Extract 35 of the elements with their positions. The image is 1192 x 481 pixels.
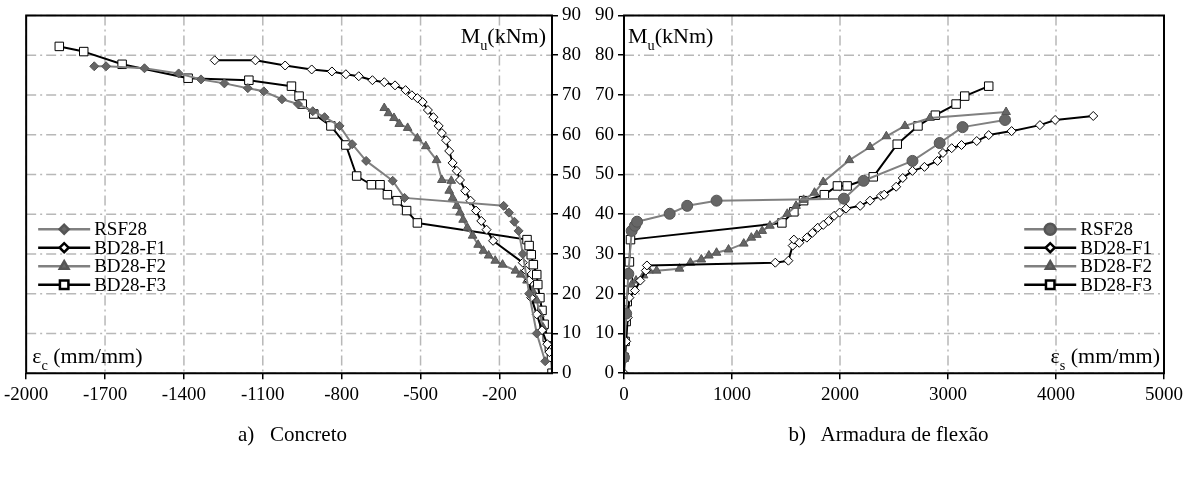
x-tick-label: -1100: [240, 382, 285, 404]
x-tick-label: 1000: [713, 382, 751, 404]
y2-tick-label: 50: [562, 162, 581, 184]
y2-tick-label: 0: [562, 361, 572, 383]
x-tick-label: 3000: [929, 382, 967, 404]
y-tick-label: 0: [604, 361, 614, 383]
text: b) Armadura de flexão: [787, 422, 990, 447]
y2-tick-label: 40: [562, 202, 581, 224]
y2-tick-label: 20: [562, 281, 581, 303]
y-tick-label: 80: [595, 43, 614, 65]
y2-tick-label: 90: [562, 3, 581, 25]
x-tick-label: 4000: [1037, 382, 1075, 404]
x-tick-label: -1700: [82, 382, 128, 404]
x-tick-label: -500: [403, 382, 438, 404]
x-tick-label: -800: [324, 382, 360, 404]
y-tick-label: 30: [595, 241, 614, 263]
y-tick-label: 60: [595, 122, 614, 144]
y2-tick-label: 80: [562, 43, 581, 65]
y2-tick-label: 10: [562, 321, 581, 343]
y-tick-label: 10: [595, 321, 614, 343]
x-tick-label: 0: [619, 382, 629, 404]
y-tick-label: 40: [595, 202, 614, 224]
y2-tick-label: 30: [562, 241, 581, 263]
x-tick-label: -1400: [161, 382, 207, 404]
x-tick-label: -2000: [4, 382, 49, 404]
y-tick-label: 20: [595, 281, 614, 303]
y2-tick-label: 60: [562, 122, 581, 144]
x-tick-label: 5000: [1145, 382, 1183, 404]
text: a) Concreto: [236, 422, 348, 447]
y-tick-label: 90: [595, 3, 614, 25]
y2-tick-label: 70: [562, 82, 581, 104]
y-tick-label: 70: [595, 82, 614, 104]
y-tick-label: 50: [595, 162, 614, 184]
x-tick-label: 2000: [821, 382, 859, 404]
x-tick-label: -200: [482, 382, 517, 404]
